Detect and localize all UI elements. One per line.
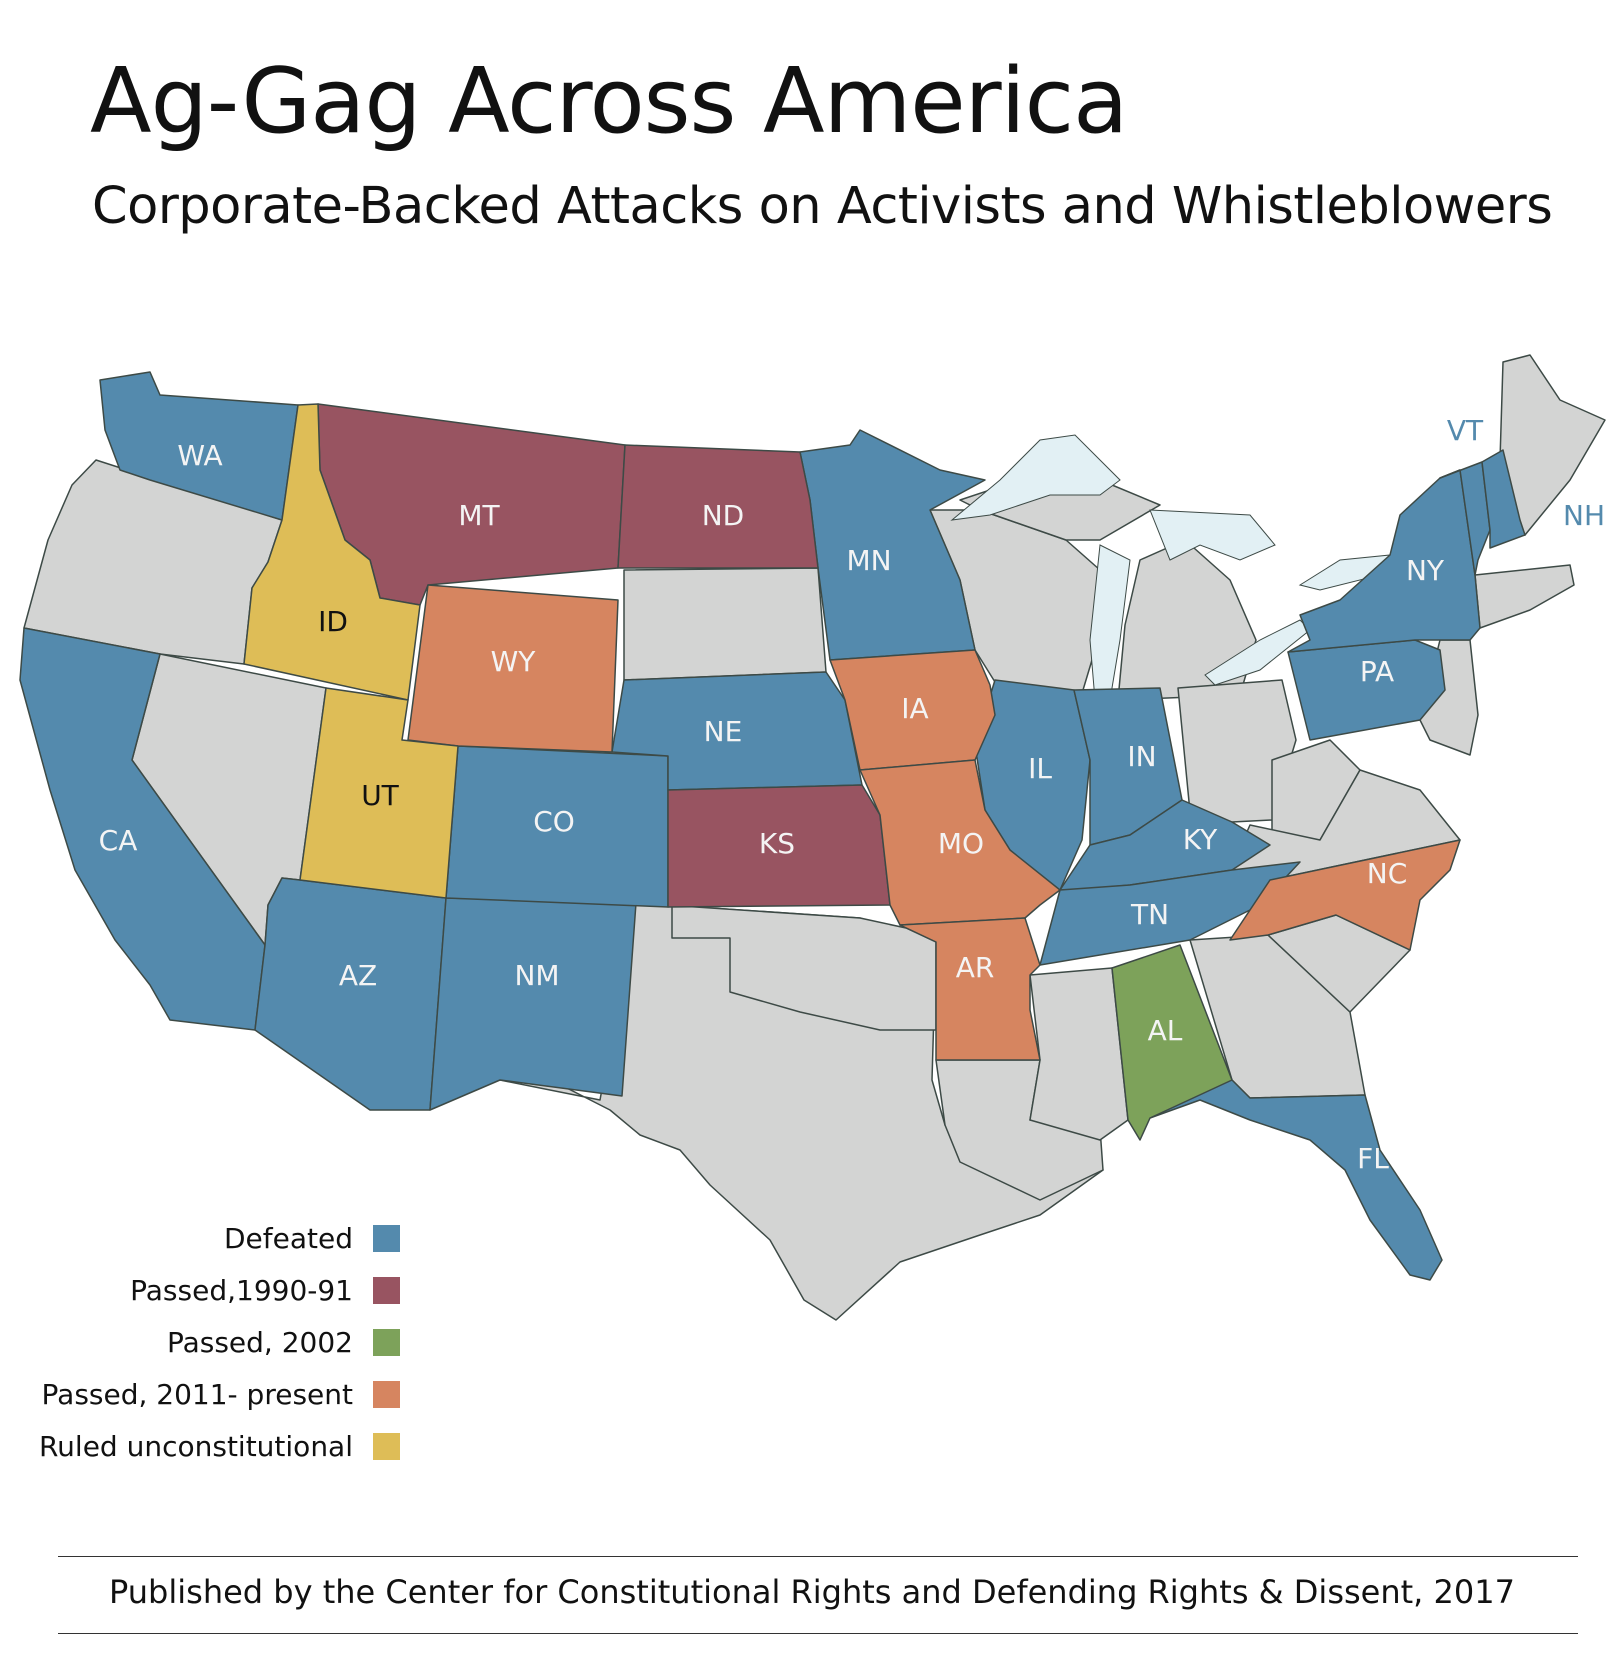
- state-label-co: CO: [533, 805, 575, 838]
- colored-states: [19, 371, 1526, 1281]
- legend-label: Defeated: [223, 1221, 353, 1255]
- legend-swatch: [373, 1328, 400, 1356]
- state-label-ar: AR: [956, 951, 995, 984]
- state-sd: [623, 567, 827, 681]
- state-label-al: AL: [1148, 1014, 1183, 1047]
- legend-item: Passed, 2011- present: [42, 1374, 400, 1414]
- state-label-in: IN: [1127, 740, 1156, 773]
- state-al: [1111, 944, 1233, 1141]
- lake-huron: [1149, 509, 1276, 561]
- legend-label: Passed, 2002: [166, 1325, 353, 1359]
- state-label-pa: PA: [1360, 655, 1394, 688]
- state-label-ca: CA: [99, 824, 138, 857]
- state-label-nh: NH: [1563, 499, 1605, 532]
- state-label-id: ID: [318, 605, 348, 638]
- legend-swatch: [373, 1432, 400, 1460]
- state-label-mn: MN: [846, 544, 891, 577]
- legend-swatch: [373, 1276, 400, 1304]
- state-label-nd: ND: [702, 499, 745, 532]
- state-label-wa: WA: [177, 439, 222, 472]
- state-ms: [1029, 967, 1129, 1141]
- state-wy: [407, 584, 619, 753]
- map-subtitle: Corporate-Backed Attacks on Activists an…: [92, 177, 1553, 236]
- legend-swatch: [373, 1224, 400, 1252]
- state-label-mt: MT: [458, 499, 500, 532]
- state-nc: [1229, 839, 1461, 951]
- state-ar: [899, 917, 1041, 1061]
- state-label-vt: VT: [1447, 414, 1484, 447]
- bottom-divider: [58, 1633, 1578, 1634]
- state-az: [254, 877, 447, 1111]
- state-ne-small: [1474, 564, 1575, 629]
- state-ok: [635, 902, 937, 1031]
- top-divider: [58, 1556, 1578, 1557]
- state-labels: WA CA AZ NM CO NE MN IL IN KY TN FL PA NY VT NH MT ND KS AL…: [99, 414, 1605, 1175]
- us-map: WA CA AZ NM CO NE MN IL IN KY TN FL PA NY VT NH MT ND KS AL…: [19, 354, 1606, 1321]
- us-map-svg: WA CA AZ NM CO NE MN IL IN KY TN FL PA NY VT NH MT ND KS AL…: [19, 354, 1606, 1321]
- state-label-nm: NM: [514, 959, 559, 992]
- state-label-nc: NC: [1367, 857, 1408, 890]
- state-label-il: IL: [1028, 752, 1052, 785]
- map-title: Ag-Gag Across America: [90, 49, 1128, 154]
- legend-label: Passed, 2011- present: [41, 1377, 353, 1411]
- state-label-fl: FL: [1357, 1142, 1389, 1175]
- legend-label: Ruled unconstitutional: [38, 1429, 353, 1463]
- state-label-ky: KY: [1183, 823, 1218, 856]
- lake-superior: [950, 434, 1121, 521]
- state-label-az: AZ: [339, 959, 377, 992]
- state-label-ks: KS: [759, 827, 795, 860]
- state-label-ny: NY: [1406, 554, 1445, 587]
- state-nm: [429, 897, 637, 1111]
- state-label-ne: NE: [704, 715, 743, 748]
- state-ia: [829, 649, 996, 771]
- state-label-mo: MO: [938, 827, 984, 860]
- state-ca: [19, 627, 266, 1031]
- great-lakes: [950, 434, 1391, 701]
- state-nh: [1481, 449, 1526, 549]
- state-label-ia: IA: [901, 692, 928, 725]
- legend-swatch: [373, 1380, 400, 1408]
- publisher-credit: Published by the Center for Constitution…: [109, 1573, 1515, 1611]
- state-ny: [1287, 469, 1481, 653]
- state-label-ut: UT: [361, 779, 399, 812]
- state-label-tn: TN: [1130, 898, 1169, 931]
- state-fl: [1139, 1079, 1443, 1281]
- legend-item: Passed,1990-91: [130, 1270, 400, 1310]
- state-nd: [617, 444, 819, 569]
- legend-item: Ruled unconstitutional: [39, 1426, 400, 1466]
- state-ut: [299, 687, 459, 899]
- legend-item: Passed, 2002: [167, 1322, 400, 1362]
- legend-item: Defeated: [224, 1218, 400, 1258]
- state-label-wy: WY: [491, 645, 537, 678]
- legend-label: Passed,1990-91: [130, 1273, 353, 1307]
- state-mo: [859, 759, 1061, 926]
- state-id: [243, 403, 421, 701]
